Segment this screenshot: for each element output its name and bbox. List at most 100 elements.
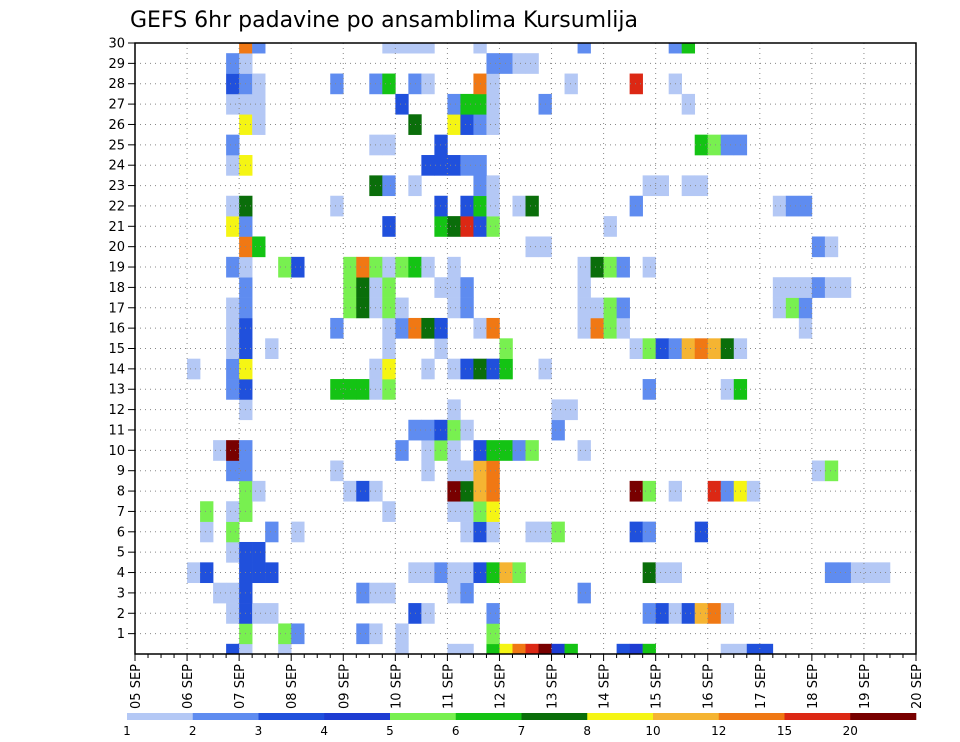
heatmap-cell — [421, 562, 435, 584]
heatmap-cell — [655, 175, 669, 197]
heatmap-cell — [850, 562, 865, 584]
heatmap-cell — [213, 582, 227, 604]
heatmap-cell — [356, 623, 370, 645]
heatmap-cell — [447, 582, 461, 604]
colorbar-swatch — [192, 713, 259, 720]
heatmap-cell — [460, 155, 474, 176]
y-tick-label: 22 — [108, 199, 125, 214]
y-tick-label: 28 — [108, 77, 125, 92]
colorbar-swatch — [784, 713, 851, 720]
heatmap-cell — [629, 73, 643, 95]
heatmap-cell — [655, 338, 669, 359]
heatmap-cell — [629, 195, 643, 217]
heatmap-cell — [746, 480, 761, 502]
heatmap-cell — [278, 623, 292, 645]
heatmap-cell — [460, 358, 474, 380]
heatmap-cell — [525, 440, 539, 461]
heatmap-cell — [486, 114, 500, 135]
heatmap-cell — [330, 379, 344, 400]
heatmap-cell — [421, 460, 435, 482]
heatmap-cell — [642, 256, 656, 278]
heatmap-cell — [356, 297, 370, 319]
heatmap-cell — [577, 277, 591, 298]
y-tick-label: 7 — [117, 505, 125, 520]
heatmap-cell — [447, 93, 461, 115]
x-tick-label: 16 SEP — [702, 664, 717, 709]
heatmap-cell — [252, 93, 266, 115]
heatmap-cell — [486, 501, 500, 522]
heatmap-cell — [551, 521, 565, 543]
heatmap-cell — [642, 603, 656, 624]
heatmap-cell — [226, 195, 240, 217]
heatmap-cell — [434, 338, 448, 359]
heatmap-cell — [629, 643, 643, 655]
y-tick-label: 19 — [108, 261, 125, 276]
heatmap-cell — [447, 480, 461, 502]
heatmap-cell — [239, 43, 253, 54]
heatmap-cell — [447, 114, 461, 135]
heatmap-cell — [499, 338, 513, 359]
heatmap-cell — [421, 603, 435, 624]
colorbar-swatch — [521, 713, 588, 720]
y-tick-label: 1 — [117, 627, 125, 642]
heatmap-cell — [460, 582, 474, 604]
heatmap-cell — [486, 195, 500, 217]
x-tick-label: 13 SEP — [546, 664, 561, 709]
heatmap-cell — [447, 297, 461, 319]
heatmap-cell — [811, 277, 826, 298]
heatmap-cell — [187, 562, 201, 584]
heatmap-cell — [551, 643, 565, 655]
heatmap-cell — [226, 216, 240, 237]
colorbar-swatch — [127, 713, 194, 720]
colorbar-label: 6 — [452, 724, 460, 738]
heatmap-cell — [577, 440, 591, 461]
x-tick-label: 09 SEP — [337, 664, 352, 709]
heatmap-cell — [226, 460, 240, 482]
heatmap-cell — [460, 419, 474, 441]
heatmap-cell — [226, 582, 240, 604]
heatmap-cell — [512, 562, 526, 584]
x-tick-label: 17 SEP — [754, 664, 769, 709]
colorbar-label: 20 — [843, 724, 858, 738]
heatmap-cells — [187, 43, 891, 655]
heatmap-cell — [226, 603, 240, 624]
heatmap-cell — [564, 643, 578, 655]
heatmap-cell — [382, 358, 396, 380]
heatmap-cell — [499, 358, 513, 380]
heatmap-cell — [486, 440, 500, 461]
heatmap-cell — [525, 53, 539, 74]
heatmap-cell — [434, 562, 448, 584]
heatmap-cell — [486, 317, 500, 339]
y-tick-label: 25 — [108, 138, 125, 153]
y-tick-label: 30 — [108, 37, 125, 52]
y-tick-label: 4 — [117, 566, 125, 581]
heatmap-cell — [681, 175, 696, 197]
heatmap-cell — [681, 93, 696, 115]
heatmap-cell — [707, 480, 722, 502]
heatmap-cell — [720, 338, 735, 359]
heatmap-cell — [382, 256, 396, 278]
heatmap-cell — [382, 175, 396, 197]
colorbar-label: 15 — [777, 724, 792, 738]
heatmap-cell — [200, 501, 214, 522]
heatmap-cell — [460, 277, 474, 298]
heatmap-cell — [434, 317, 448, 339]
heatmap-cell — [460, 460, 474, 482]
y-tick-label: 15 — [108, 342, 125, 357]
heatmap-cell — [382, 501, 396, 522]
heatmap-cell — [785, 277, 800, 298]
heatmap-cell — [668, 43, 682, 54]
heatmap-cell — [421, 317, 435, 339]
y-tick-label: 12 — [108, 403, 125, 418]
heatmap-cell — [460, 480, 474, 502]
heatmap-cell — [616, 297, 630, 319]
heatmap-cell — [382, 216, 396, 237]
colorbar-swatch — [324, 713, 391, 720]
colorbar-label: 7 — [518, 724, 526, 738]
colorbar-swatch — [653, 713, 720, 720]
heatmap-cell — [486, 53, 500, 74]
y-tick-label: 21 — [108, 220, 125, 235]
heatmap-cell — [421, 440, 435, 461]
heatmap-cell — [629, 480, 643, 502]
